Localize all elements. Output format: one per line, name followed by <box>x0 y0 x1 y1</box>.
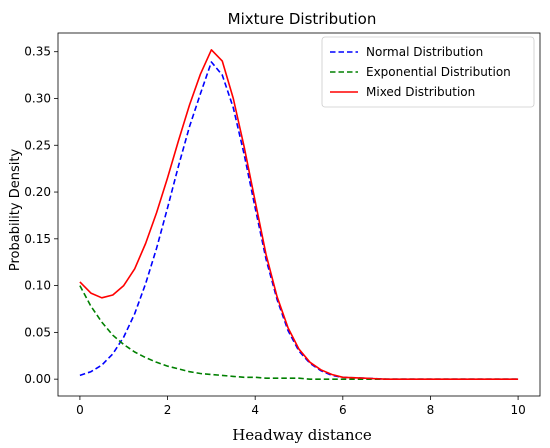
y-tick-label: 0.35 <box>24 45 51 59</box>
legend-label-exponential-distribution: Exponential Distribution <box>366 65 511 79</box>
legend-label-normal-distribution: Normal Distribution <box>366 45 483 59</box>
y-tick-label: 0.25 <box>24 138 51 152</box>
chart-title: Mixture Distribution <box>228 10 377 28</box>
y-tick-label: 0.30 <box>24 91 51 105</box>
y-tick-label: 0.20 <box>24 185 51 199</box>
axis-ticks: 0 2 4 6 8 10 0.00 0.05 0.10 0.15 0.20 0.25 0.30 0.35 <box>24 45 525 417</box>
x-tick-label: 4 <box>251 403 259 417</box>
series-line-normal-distribution <box>79 61 519 380</box>
y-tick-label: 0.15 <box>24 232 51 246</box>
x-tick-label: 10 <box>510 403 525 417</box>
legend: Normal Distribution Exponential Distribut… <box>321 36 535 108</box>
y-tick-label: 0.05 <box>24 325 51 339</box>
series-line-mixed-distribution <box>79 49 519 380</box>
legend-label-mixed-distribution: Mixed Distribution <box>366 85 475 99</box>
y-axis-label: Probability Density <box>8 149 23 272</box>
y-tick-label: 0.10 <box>24 279 51 293</box>
axes-frame <box>57 32 541 397</box>
axes-box <box>57 32 541 397</box>
plot-area <box>79 49 519 380</box>
y-tick-label: 0.00 <box>24 372 51 386</box>
x-tick-label: 8 <box>427 403 435 417</box>
x-tick-label: 6 <box>339 403 347 417</box>
x-tick-label: 2 <box>164 403 172 417</box>
legend-box <box>321 36 535 108</box>
x-axis-label: Headway distance <box>232 426 372 444</box>
x-tick-label: 0 <box>76 403 84 417</box>
